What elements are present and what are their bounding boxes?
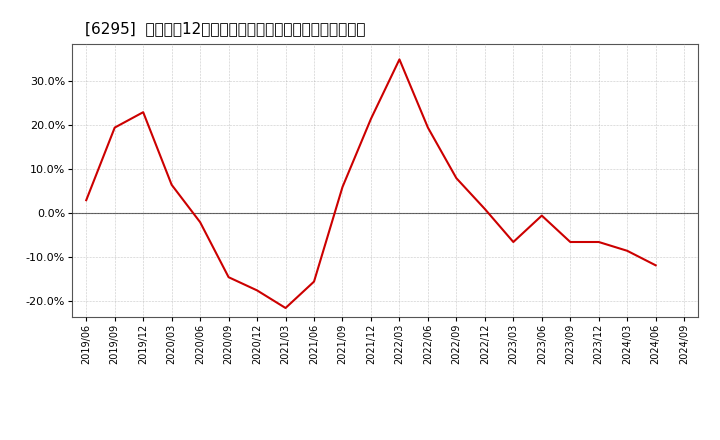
Text: [6295]  売上高の12か月移動合計の対前年同期増減率の推移: [6295] 売上高の12か月移動合計の対前年同期増減率の推移: [84, 21, 365, 36]
